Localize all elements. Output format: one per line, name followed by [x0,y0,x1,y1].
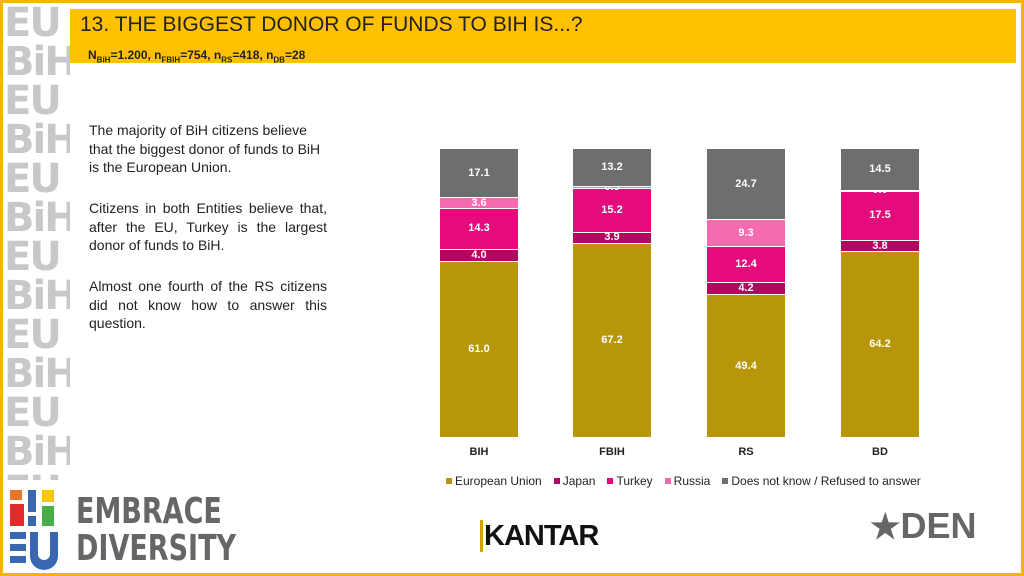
data-label: 17.1 [468,166,490,179]
bar-segment [440,198,518,209]
bar-segment [573,149,651,188]
bar-segment [707,283,785,296]
bar-segment [707,295,785,438]
legend-label: Japan [562,474,596,488]
data-label: 15.2 [601,203,623,216]
legend-item: Turkey [607,474,653,488]
legend-swatch [446,478,452,484]
data-label: 14.5 [869,162,891,175]
sample-sizes: NBiH=1.200, nFBIH=754, nRS=418, nDB=28 [88,48,305,64]
bar-segment [841,252,919,438]
category-label: FBIH [599,446,625,458]
legend-item: Russia [664,474,711,488]
legend-swatch [607,478,614,484]
legend-label: Turkey [616,474,653,488]
data-label: 24.7 [735,177,757,190]
data-label: 3.8 [872,239,888,252]
stacked-bar-chart: 61.04.014.33.617.1BIH67.23.915.20.513.2F… [400,130,1000,510]
sample-size: NBiH=1.200, [88,48,155,65]
bar-segment [841,241,919,253]
page-title: 13. THE BIGGEST DONOR OF FUNDS TO BIH IS… [80,13,583,36]
bar-segment [440,250,518,262]
data-label: 12.4 [735,258,757,271]
bar-segment [573,188,651,233]
category-label: RS [738,446,754,458]
data-label: 61.0 [468,342,490,355]
data-label: 3.9 [604,231,620,244]
bar-segment [440,149,518,199]
category-label: BIH [469,446,489,458]
bar-segment [440,261,518,438]
embrace-diversity-logo: EMBRACE DIVERSITY [8,490,236,570]
data-label: 4.2 [738,282,754,295]
legend-label: European Union [455,474,542,488]
legend-label: Does not know / Refused to answer [731,474,921,488]
legend-item: Does not know / Refused to answer [722,474,921,488]
bar-segment [573,243,651,438]
legend-swatch [664,478,671,484]
kantar-logo: KANTAR [480,520,599,553]
bih-eu-logo-icon [10,490,58,570]
bar-segment [841,190,919,193]
star-icon: ★ [870,508,901,546]
paragraph-2: Citizens in both Entities believe that, … [89,200,327,253]
embrace-diversity-text: EMBRACE DIVERSITY [76,491,237,569]
bar-segment [707,220,785,248]
category-label: BD [872,446,888,458]
bar-segment [707,247,785,284]
data-label: 4.0 [471,248,487,261]
bar-segment [573,232,651,244]
paragraph-3: Almost one fourth of the RS citizens did… [89,278,327,331]
data-label: 14.3 [468,222,490,235]
data-label: 3.6 [471,196,487,209]
bar-segment [573,187,651,189]
data-label: 49.4 [735,359,757,372]
sample-size: nRS=418, [213,48,267,65]
legend-swatch [722,478,729,484]
paragraph-1: The majority of BiH citizens believe tha… [89,122,321,175]
bar-segment [841,149,919,191]
bar-segment [707,149,785,221]
legend-item: Japan [553,474,596,488]
den-text: DEN [900,505,977,546]
data-label: 67.2 [601,333,623,346]
sample-size: nDB=28 [266,48,306,65]
sample-size: nFBIH=754, [154,48,214,65]
legend-swatch [553,478,560,484]
data-label: 17.5 [869,209,891,222]
data-label: 64.2 [869,338,891,351]
bar-segment [841,190,919,242]
legend-label: Russia [673,474,711,488]
kantar-text: KANTAR [480,520,599,552]
bar-segment [440,208,518,251]
legend-item: European Union [446,474,542,488]
data-label: 13.2 [601,161,623,174]
header-band: 13. THE BIGGEST DONOR OF FUNDS TO BIH IS… [70,9,1016,64]
legend: European Union Japan Turkey Russia Does not … [446,474,921,488]
data-label: 9.3 [738,226,754,239]
den-logo: ★DEN [870,505,977,547]
